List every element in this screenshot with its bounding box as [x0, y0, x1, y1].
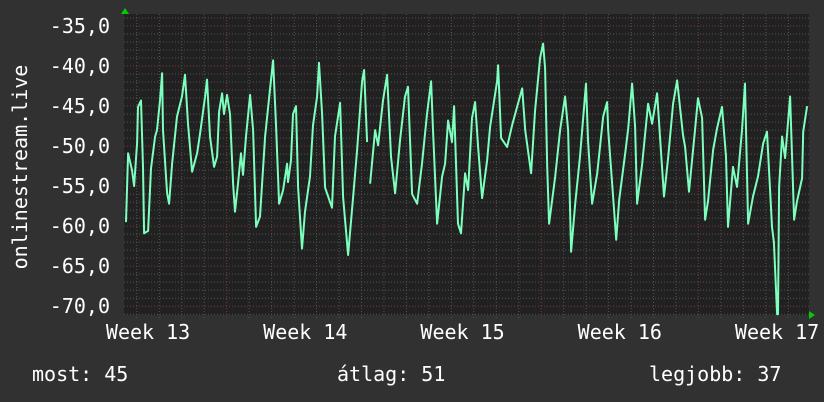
y-tick-label: -65,0	[50, 254, 110, 278]
y-tick-label: -50,0	[50, 134, 110, 158]
x-tick-label: Week 16	[578, 320, 662, 344]
y-axis-arrow-icon	[121, 8, 129, 14]
series-group	[125, 42, 809, 316]
y-tick-label: -35,0	[50, 14, 110, 38]
x-tick-label: Week 14	[263, 320, 347, 344]
best-value: legjobb: 37	[649, 362, 782, 386]
y-tick-label: -70,0	[50, 294, 110, 318]
x-tick-label: Week 13	[106, 320, 190, 344]
plot-area	[124, 14, 809, 315]
average-value: átlag: 51	[337, 362, 446, 386]
x-tick-label: Week 17	[735, 320, 819, 344]
y-tick-label: -45,0	[50, 94, 110, 118]
current-value: most: 45	[32, 362, 129, 386]
y-axis-ticks: -35,0 -40,0 -45,0 -50,0 -55,0 -60,0 -65,0 -70,0	[50, 14, 110, 318]
x-tick-label: Week 15	[420, 320, 504, 344]
series-line	[125, 59, 369, 256]
y-axis-label-wrap: onlinestream.live	[0, 0, 32, 402]
x-axis-ticks: Week 13 Week 14 Week 15 Week 16 Week 17	[106, 320, 819, 344]
y-axis-label: onlinestream.live	[8, 64, 32, 270]
x-axis-arrow-icon	[809, 311, 815, 319]
series-line	[369, 42, 809, 316]
grid	[124, 14, 809, 318]
y-tick-label: -40,0	[50, 54, 110, 78]
y-tick-label: -60,0	[50, 214, 110, 238]
y-tick-label: -55,0	[50, 174, 110, 198]
